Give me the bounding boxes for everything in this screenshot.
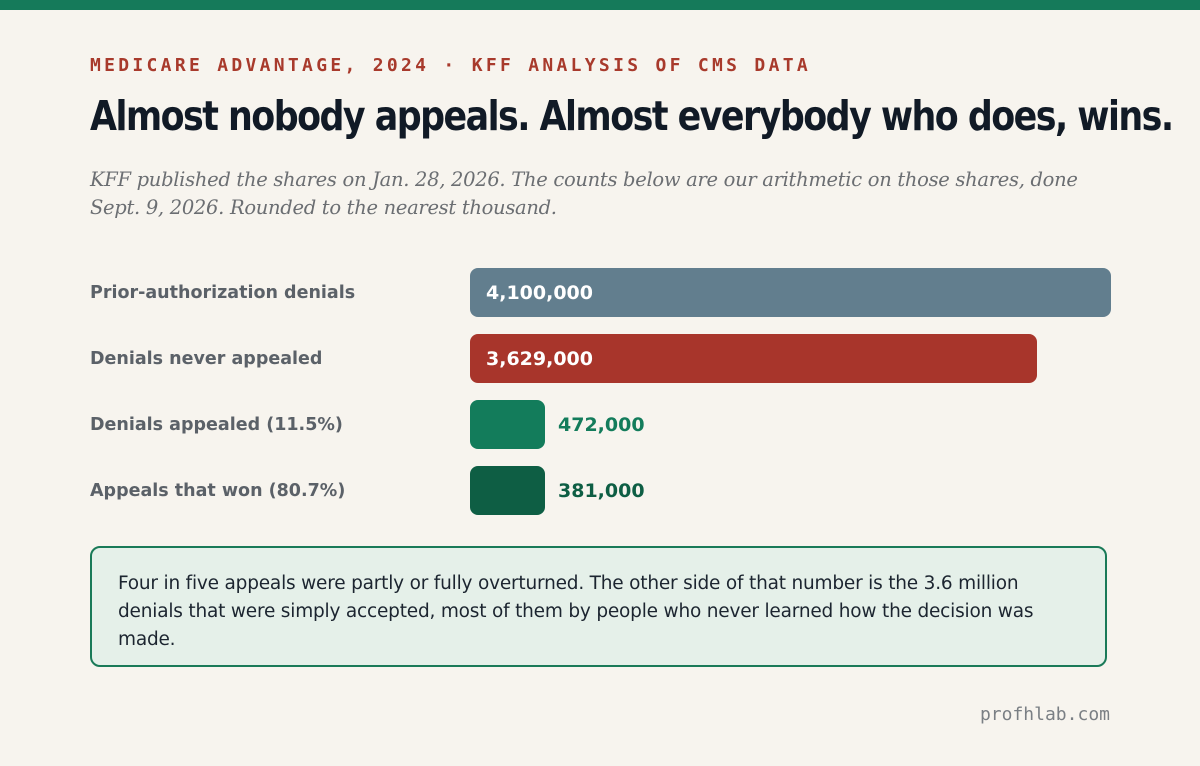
page-title: Almost nobody appeals. Almost everybody … [90, 92, 1174, 140]
category-label: Prior-authorization denials [90, 282, 356, 303]
data-label: 4,100,000 [486, 281, 593, 304]
data-label: 381,000 [558, 479, 645, 502]
category-label: Denials never appealed [90, 348, 323, 369]
top-accent-bar [0, 0, 1200, 10]
bar [470, 334, 1037, 383]
footer-credit: profhlab.com [979, 704, 1110, 725]
callout-text: Four in five appeals were partly or full… [118, 573, 1034, 650]
bar [470, 268, 1111, 317]
bar [470, 400, 545, 449]
category-label: Appeals that won (80.7%) [90, 480, 346, 501]
callout-box: Four in five appeals were partly or full… [90, 546, 1107, 667]
category-label: Denials appealed (11.5%) [90, 414, 343, 435]
data-label: 3,629,000 [486, 347, 593, 370]
kicker: MEDICARE ADVANTAGE, 2024 · KFF ANALYSIS … [90, 55, 811, 76]
bar [470, 466, 545, 515]
data-label: 472,000 [558, 413, 645, 436]
subtitle: KFF published the shares on Jan. 28, 202… [90, 168, 1078, 219]
